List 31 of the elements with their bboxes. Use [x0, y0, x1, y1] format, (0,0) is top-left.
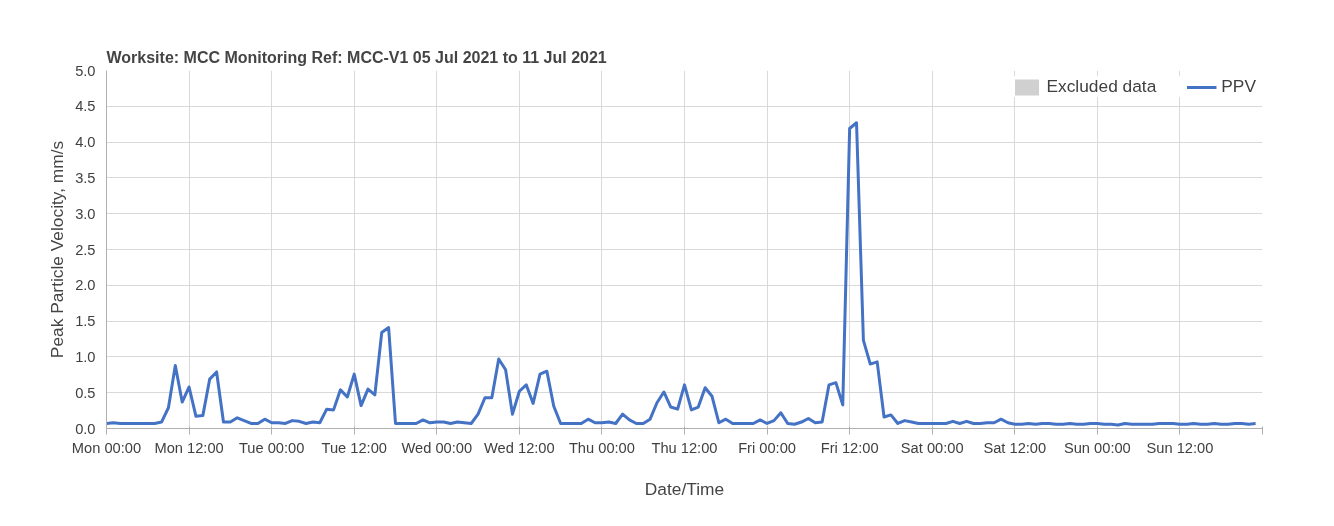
y-tick-label: 4.0	[75, 134, 96, 151]
y-tick-label: 0.0	[75, 420, 96, 437]
x-tick-label: Sat 00:00	[900, 439, 964, 456]
x-tick-label: Fri 12:00	[820, 439, 879, 456]
x-tick-label: Sat 12:00	[983, 439, 1047, 456]
x-tick-label: Sun 12:00	[1146, 439, 1214, 456]
chart-title: Worksite: MCC Monitoring Ref: MCC-V1 05 Jul 2021 to 11 Jul 2021	[106, 48, 607, 66]
y-tick-label: 5.0	[75, 62, 96, 79]
legend-label: Excluded data	[1046, 76, 1157, 97]
y-tick-label: 4.5	[75, 98, 96, 115]
y-axis-title: Peak Particle Velocity, mm/s	[47, 140, 68, 359]
y-tick-label: 0.5	[75, 384, 96, 401]
x-tick-label: Tue 12:00	[321, 439, 387, 456]
x-tick-label: Thu 00:00	[568, 439, 635, 456]
x-tick-label: Wed 00:00	[401, 439, 473, 456]
y-tick-label: 2.5	[75, 241, 96, 258]
x-tick-label: Tue 00:00	[238, 439, 305, 456]
x-tick-label: Fri 00:00	[738, 439, 796, 456]
line-series	[106, 121, 1258, 427]
x-tick-label: Mon 12:00	[154, 439, 224, 456]
x-axis-title: Date/Time	[644, 478, 725, 499]
legend-label: PPV	[1221, 76, 1256, 97]
y-tick-label: 1.0	[75, 348, 96, 365]
x-tick-label: Mon 00:00	[71, 439, 142, 456]
y-tick-label: 3.0	[75, 205, 96, 222]
y-tick-label: 1.5	[75, 313, 96, 330]
x-tick-label: Wed 12:00	[484, 439, 555, 456]
y-tick-label: 3.5	[75, 169, 96, 186]
y-tick-label: 2.0	[75, 277, 96, 294]
x-tick-label: Sun 00:00	[1063, 439, 1131, 456]
x-tick-label: Thu 12:00	[651, 439, 718, 456]
